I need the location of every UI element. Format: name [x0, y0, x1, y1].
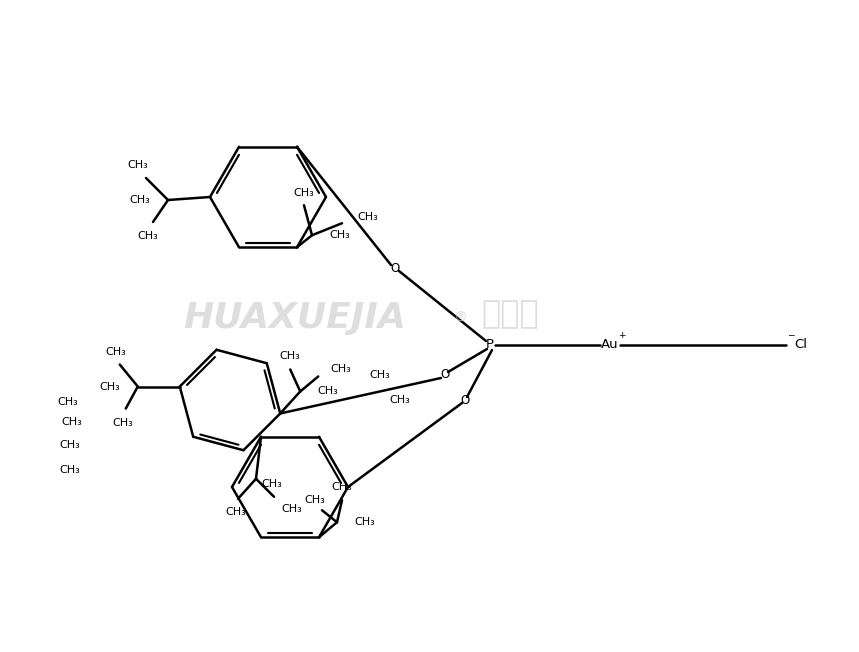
Text: CH₃: CH₃ — [137, 231, 158, 241]
Text: CH₃: CH₃ — [58, 397, 78, 407]
Text: O: O — [441, 368, 449, 381]
Text: CH₃: CH₃ — [390, 395, 411, 405]
Text: CH₃: CH₃ — [369, 370, 390, 380]
Text: CH₃: CH₃ — [128, 160, 149, 170]
Text: CH₃: CH₃ — [354, 517, 375, 527]
Text: CH₃: CH₃ — [113, 417, 133, 428]
Text: CH₃: CH₃ — [281, 504, 302, 514]
Text: CH₃: CH₃ — [332, 482, 352, 492]
Text: CH₃: CH₃ — [317, 387, 338, 396]
Text: −: − — [787, 331, 795, 340]
Text: CH₃: CH₃ — [106, 347, 126, 357]
Text: O: O — [390, 261, 399, 274]
Text: CH₃: CH₃ — [357, 213, 378, 222]
Text: CH₃: CH₃ — [280, 351, 301, 361]
Text: CH₃: CH₃ — [62, 417, 82, 427]
Text: O: O — [460, 394, 470, 406]
Text: HUAXUEJIA: HUAXUEJIA — [184, 301, 406, 335]
Text: CH₃: CH₃ — [329, 230, 350, 240]
Text: P: P — [486, 338, 494, 351]
Text: CH₃: CH₃ — [59, 440, 81, 450]
Text: ®: ® — [453, 311, 467, 325]
Text: Cl: Cl — [794, 338, 807, 351]
Text: CH₃: CH₃ — [294, 188, 314, 198]
Text: CH₃: CH₃ — [59, 465, 81, 475]
Text: CH₃: CH₃ — [261, 479, 282, 489]
Text: CH₃: CH₃ — [226, 507, 247, 517]
Text: +: + — [618, 331, 625, 340]
Text: CH₃: CH₃ — [330, 364, 351, 374]
Text: Au: Au — [601, 338, 618, 351]
Text: CH₃: CH₃ — [129, 195, 150, 205]
Text: CH₃: CH₃ — [305, 496, 326, 505]
Text: 化学加: 化学加 — [481, 299, 539, 331]
Text: CH₃: CH₃ — [99, 381, 119, 392]
